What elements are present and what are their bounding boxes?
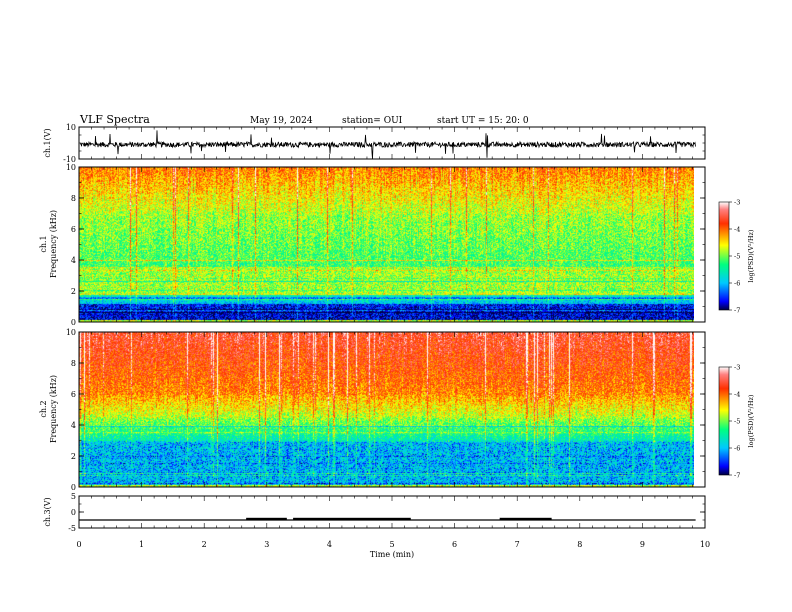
ch1-spectrogram-image <box>79 167 694 322</box>
ch3-waveform-ylabel: ch.3(V) <box>43 497 52 526</box>
y-tick-label: 0 <box>71 508 76 517</box>
ch2-colorbar: -3 -4 -5 -6 -7 log(PSD)(V²/Hz) <box>718 364 755 480</box>
y-tick-label: 10 <box>66 123 76 132</box>
date-label: May 19, 2024 <box>250 116 313 126</box>
y-tick-label: 6 <box>71 225 76 234</box>
colorbar-tick-label: -6 <box>734 280 740 288</box>
y-tick-label: -5 <box>68 524 76 533</box>
y-tick-label: 8 <box>71 194 76 203</box>
ch1-waveform-trace <box>79 130 696 159</box>
ch2-spectrogram-panel: 10 8 6 4 2 0 ch.2 Frequency (kHz) <box>39 328 706 492</box>
x-tick-label: 2 <box>202 540 207 549</box>
ch3-waveform-panel: 50-5 0 1 2 3 4 5 6 7 8 9 10 ch.3(V) Time (min) <box>43 127 710 559</box>
x-tick-label: 1 <box>139 540 144 549</box>
ch1-waveform-ylabel: ch.1(V) <box>43 128 52 157</box>
time-axis-label: Time (min) <box>370 550 414 559</box>
y-tick-label: 8 <box>71 359 76 368</box>
figure-title: VLF Spectra <box>79 113 150 126</box>
ch1-colorbar: -3 -4 -5 -6 -7 log(PSD)(V²/Hz) <box>718 199 755 315</box>
ch1-y-ticks: 10 -10 <box>63 123 705 164</box>
ch1-frequency-ticks: 10 8 6 4 2 0 <box>66 163 705 327</box>
x-tick-label: 4 <box>327 540 332 549</box>
colorbar-tick-label: -7 <box>734 307 740 315</box>
y-tick-label: 4 <box>71 256 76 265</box>
x-tick-label: 6 <box>452 540 457 549</box>
colorbar-tick-label: -7 <box>734 472 740 480</box>
y-tick-label: 10 <box>66 163 76 172</box>
x-tick-label: 9 <box>640 540 645 549</box>
ch1-colorbar-label: log(PSD)(V²/Hz) <box>747 229 755 282</box>
x-tick-label: 0 <box>76 540 81 549</box>
x-tick-label: 8 <box>577 540 582 549</box>
ch2-colorbar-ticks: -3 -4 -5 -6 -7 <box>729 364 740 480</box>
colorbar-tick-label: -5 <box>734 253 740 261</box>
y-tick-label: 4 <box>71 421 76 430</box>
ch1-spectrogram-panel: 10 8 6 4 2 0 ch.1 Frequency (kHz) <box>39 163 706 327</box>
ch2-colorbar-label: log(PSD)(V²/Hz) <box>747 394 755 447</box>
x-tick-label: 7 <box>515 540 520 549</box>
y-tick-label: -10 <box>63 155 76 164</box>
ch1-waveform-panel: 10 -10 ch.1(V) <box>43 123 706 164</box>
ch3-active-segment <box>246 517 287 521</box>
y-tick-label: 0 <box>71 483 76 492</box>
x-tick-label: 5 <box>389 540 394 549</box>
y-tick-label: 2 <box>71 452 76 461</box>
ch3-y-ticks: 5 0 -5 <box>68 492 705 533</box>
ch1-frequency-ylabel: Frequency (kHz) <box>49 210 58 278</box>
start-time-label: start UT = 15: 20: 0 <box>437 116 529 126</box>
colorbar-tick-label: -3 <box>734 199 740 207</box>
time-axis-ticks: 0 1 2 3 4 5 6 7 8 9 10 <box>76 127 710 549</box>
ch3-active-segment <box>293 517 411 521</box>
ch1-channel-label: ch.1 <box>39 235 48 252</box>
ch2-spectrogram-image <box>79 332 694 487</box>
colorbar-tick-label: -4 <box>734 391 740 399</box>
ch2-channel-label: ch.2 <box>39 400 48 417</box>
y-tick-label: 5 <box>71 492 76 501</box>
x-tick-label: 3 <box>264 540 269 549</box>
x-tick-label: 10 <box>700 540 710 549</box>
y-tick-label: 10 <box>66 328 76 337</box>
y-tick-label: 0 <box>71 318 76 327</box>
ch1-colorbar-ticks: -3 -4 -5 -6 -7 <box>729 199 740 315</box>
station-label: station= OUI <box>342 116 403 126</box>
y-tick-label: 6 <box>71 390 76 399</box>
ch2-frequency-ylabel: Frequency (kHz) <box>49 375 58 443</box>
y-tick-label: 2 <box>71 287 76 296</box>
colorbar-tick-label: -3 <box>734 364 740 372</box>
ch3-waveform-trace <box>79 517 696 521</box>
colorbar-tick-label: -6 <box>734 445 740 453</box>
ch2-frequency-ticks: 10 8 6 4 2 0 <box>66 328 705 492</box>
colorbar-tick-label: -5 <box>734 418 740 426</box>
ch3-active-segment <box>499 517 552 521</box>
colorbar-tick-label: -4 <box>734 226 740 234</box>
